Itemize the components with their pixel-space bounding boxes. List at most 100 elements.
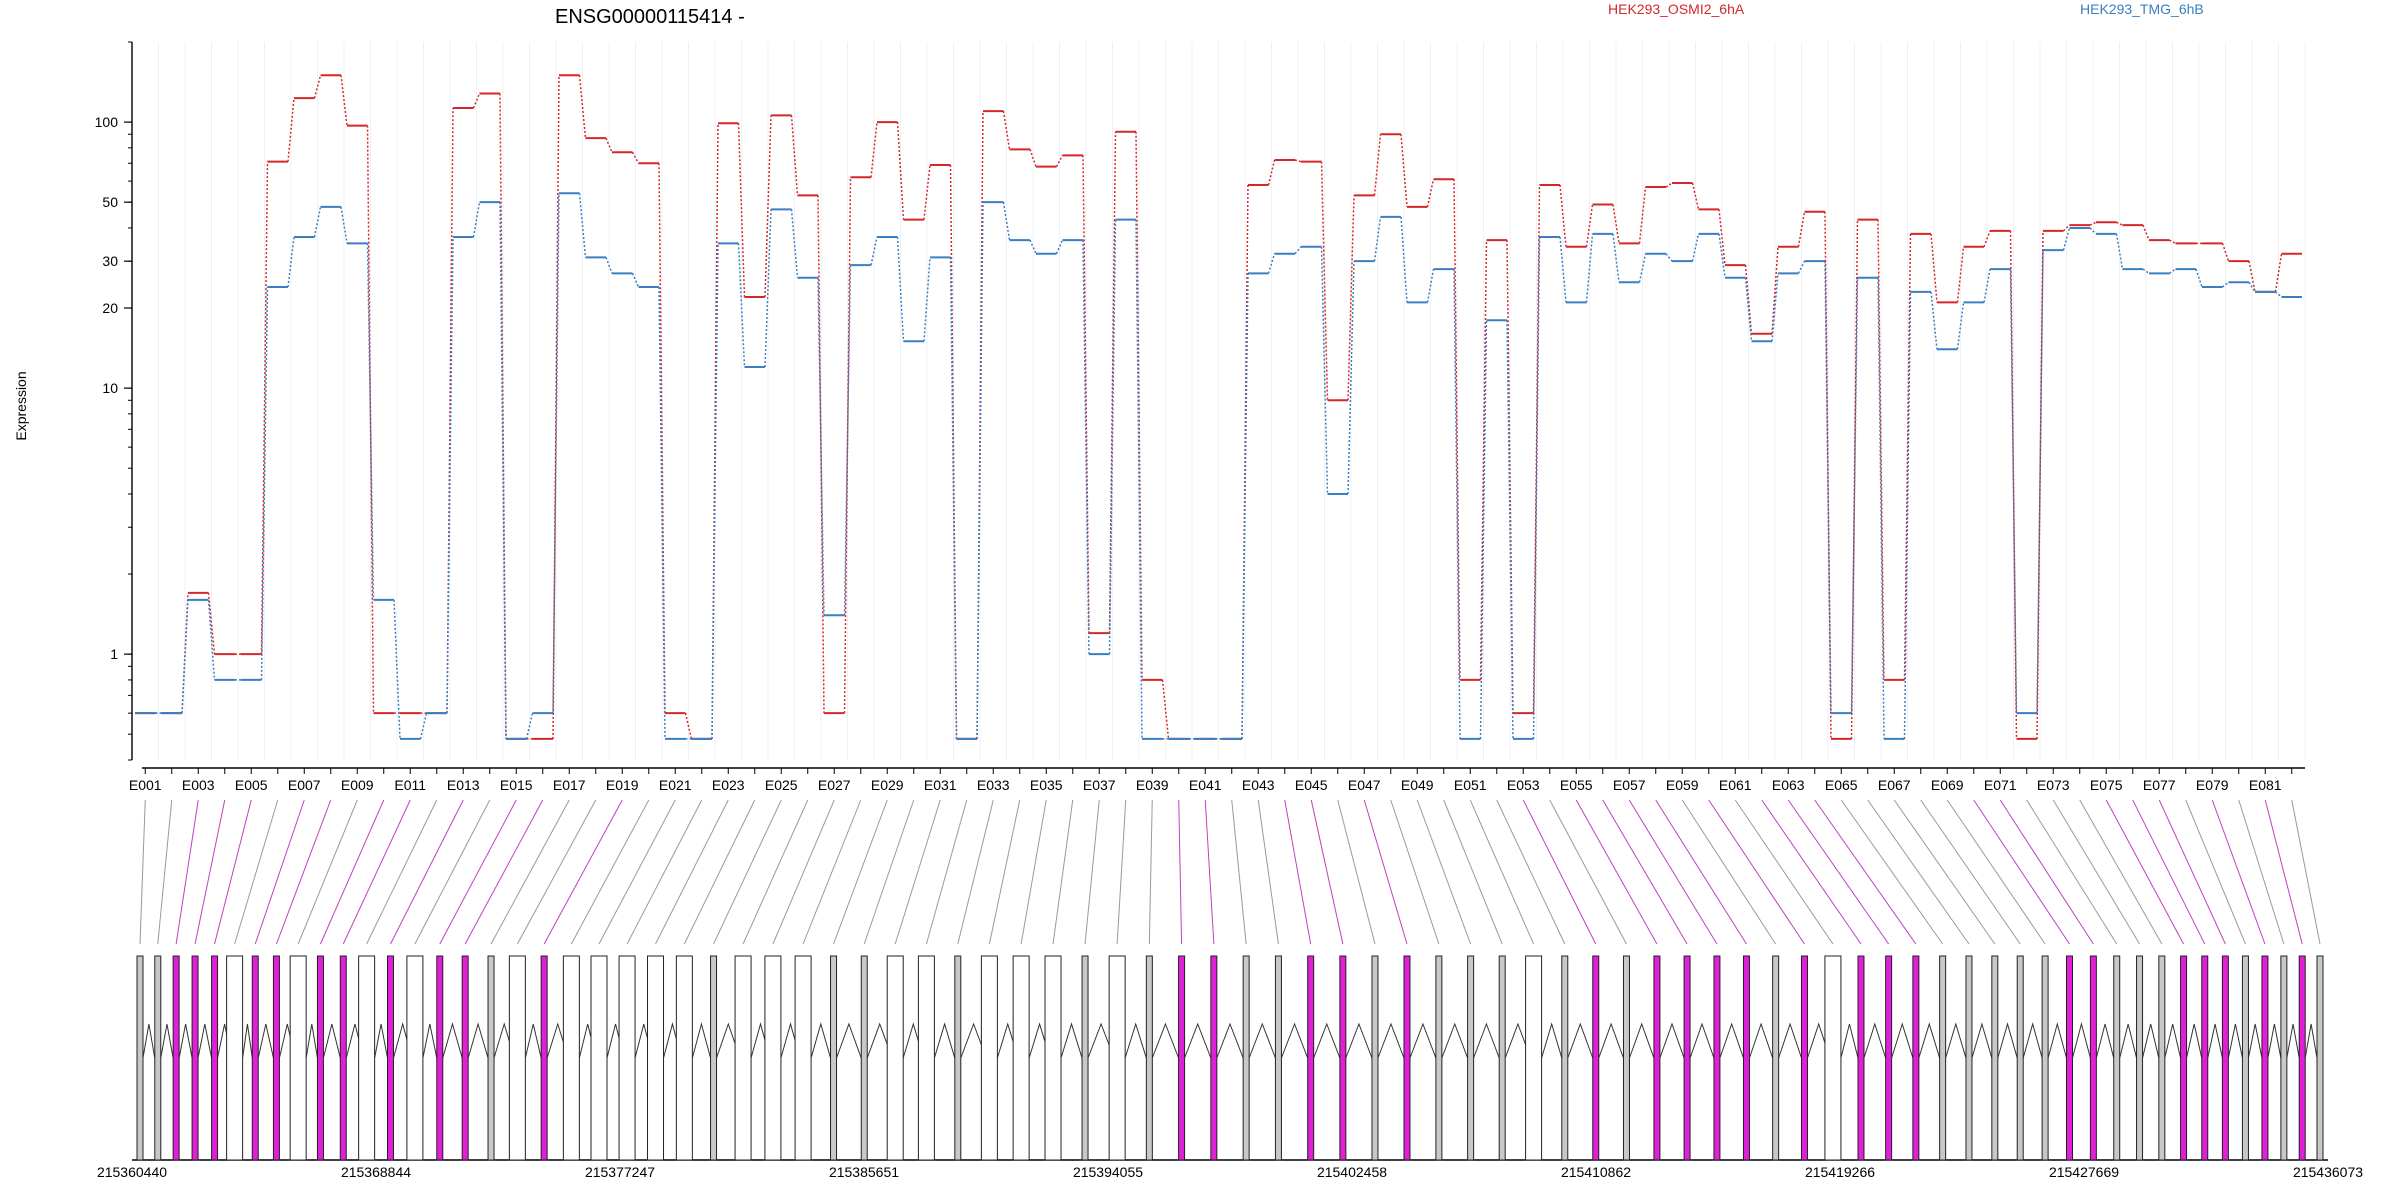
series-connector — [1135, 219, 1143, 739]
intron-arc — [524, 1023, 542, 1059]
intron-arc — [1719, 1022, 1744, 1059]
intron-arc — [257, 1023, 274, 1059]
series-connector — [552, 193, 560, 714]
series-connector — [1797, 211, 1806, 247]
x-tick-label: E055 — [1560, 777, 1593, 793]
series-connector — [1294, 159, 1302, 163]
series-connector — [605, 137, 613, 153]
exon-block — [1885, 955, 1893, 1161]
intron-arc — [933, 1022, 956, 1059]
exon-block — [1857, 955, 1865, 1161]
exon-connector — [570, 799, 650, 945]
series-connector — [1479, 240, 1488, 680]
exon-block — [917, 955, 935, 1161]
intron-arc — [2022, 1022, 2043, 1059]
exon-block — [2158, 955, 2166, 1161]
series-connector — [1029, 239, 1037, 255]
genomic-coordinate-label: 215394055 — [1073, 1164, 1143, 1180]
series-connector — [2036, 250, 2044, 714]
series-connector — [1002, 202, 1011, 241]
intron-arc — [1377, 1022, 1405, 1059]
exon-block — [316, 955, 324, 1161]
exon-connector — [490, 799, 570, 945]
x-tick-label: E047 — [1348, 777, 1381, 793]
series-connector — [711, 123, 719, 739]
exon-block — [1772, 955, 1780, 1161]
x-tick-label: E069 — [1931, 777, 1964, 793]
series-connector — [1320, 246, 1329, 494]
series-connector — [1744, 277, 1753, 342]
exon-connector — [2105, 799, 2185, 945]
series-connector — [2275, 291, 2282, 298]
exon-block — [562, 955, 580, 1161]
exon-block — [1653, 955, 1661, 1161]
intron-arc — [1997, 1022, 2018, 1059]
intron-arc — [2267, 1023, 2282, 1059]
exon-connector — [1231, 799, 1247, 945]
intron-arc — [1184, 1022, 1212, 1059]
x-tick-label: E039 — [1136, 777, 1169, 793]
exon-block — [1242, 955, 1250, 1161]
exon-block — [1592, 955, 1600, 1161]
intron-arc — [1567, 1022, 1594, 1059]
exon-block — [436, 955, 444, 1161]
series-connector — [1506, 320, 1514, 739]
series-connector — [790, 115, 799, 196]
exon-connector — [1116, 799, 1127, 945]
y-tick-label: 50 — [102, 194, 118, 210]
exon-block — [1108, 955, 1126, 1161]
exon-connector — [925, 799, 968, 945]
intron-arc — [1124, 1022, 1147, 1059]
exon-block — [2089, 955, 2097, 1161]
series-connector — [737, 243, 746, 368]
intron-arc — [1840, 1023, 1859, 1059]
intron-arc — [1778, 1022, 1802, 1059]
exon-block — [710, 955, 718, 1161]
series-connector — [2115, 233, 2124, 270]
series-connector — [525, 712, 534, 740]
x-tick-label: E075 — [2090, 777, 2123, 793]
series-connector — [1108, 219, 1117, 655]
x-tick-label: E003 — [182, 777, 215, 793]
x-tick-label: E041 — [1189, 777, 1222, 793]
exon-connector — [1020, 799, 1047, 945]
intron-arc — [1151, 1022, 1180, 1059]
exon-block — [1145, 955, 1153, 1161]
y-tick-label: 20 — [102, 300, 118, 316]
series-connector — [2169, 239, 2176, 245]
series-connector — [1744, 265, 1753, 334]
intron-arc — [1541, 1022, 1563, 1059]
x-tick-label: E081 — [2249, 777, 2282, 793]
exon-connector — [1734, 799, 1834, 945]
intron-arc — [2164, 1023, 2182, 1059]
series-connector — [340, 75, 348, 126]
x-axis: E001 E003 E005 E007 E009 E011 E013 E015 E017 E019… — [129, 767, 2305, 793]
intron-arc — [142, 1023, 156, 1059]
series-connector — [1665, 253, 1673, 262]
series-connector — [1241, 273, 1249, 739]
x-tick-label: E001 — [129, 777, 162, 793]
x-tick-label: E005 — [235, 777, 268, 793]
exon-connector — [366, 799, 438, 945]
x-tick-label: E071 — [1984, 777, 2017, 793]
intron-arc — [810, 1022, 832, 1059]
series-connector — [1691, 233, 1700, 262]
exon-block — [289, 955, 307, 1161]
exon-block — [339, 955, 347, 1161]
intron-arc — [374, 1023, 388, 1059]
exon-block — [1178, 955, 1186, 1161]
exon-block — [1371, 955, 1379, 1161]
intron-arc — [197, 1023, 213, 1059]
intron-arc — [305, 1023, 318, 1059]
exon-connector — [2052, 799, 2140, 945]
series-connector — [1082, 240, 1090, 655]
exon-block — [1800, 955, 1808, 1161]
exon-connector — [863, 799, 915, 945]
y-axis: 1 10 20 30 50 100 — [95, 41, 133, 761]
intron-arc — [1216, 1022, 1244, 1059]
y-tick-label: 1 — [110, 646, 118, 662]
series-connector — [1638, 186, 1647, 244]
x-tick-label: E077 — [2143, 777, 2176, 793]
exon-connector — [1761, 799, 1862, 945]
exon-connector — [1443, 799, 1503, 945]
